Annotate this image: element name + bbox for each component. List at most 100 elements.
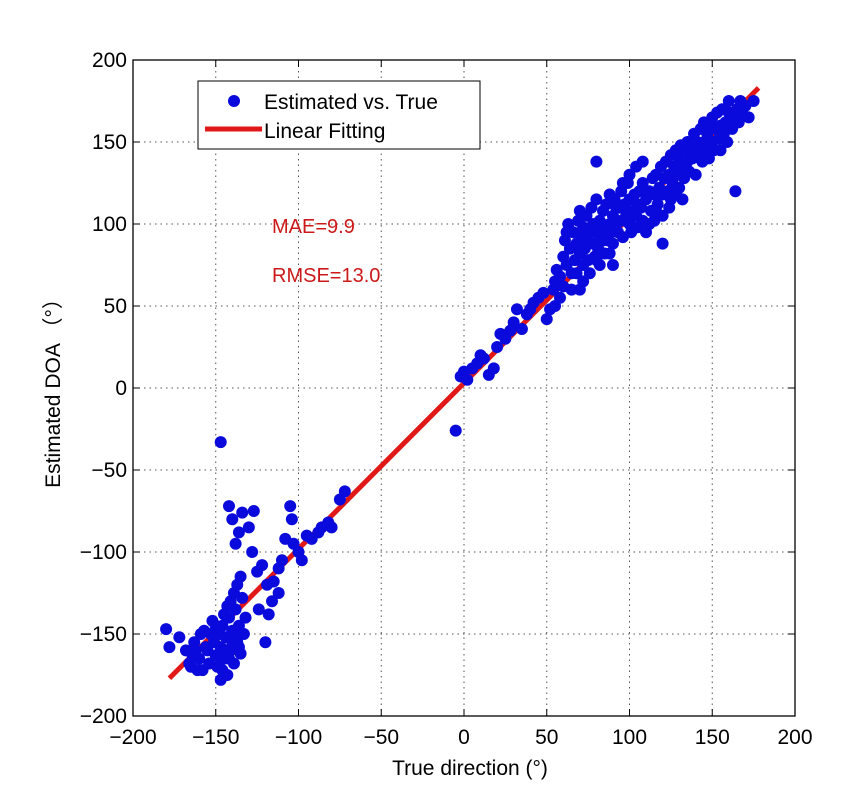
- scatter-point: [204, 628, 217, 640]
- scatter-point: [163, 641, 176, 654]
- scatter-point: [656, 237, 669, 250]
- x-tick-label: 150: [695, 726, 730, 749]
- scatter-point: [236, 506, 249, 519]
- scatter-point: [663, 201, 676, 214]
- y-tick-label: −150: [80, 623, 127, 646]
- scatter-point: [721, 136, 734, 148]
- scatter-point: [183, 657, 196, 670]
- y-tick-label: 100: [92, 213, 127, 236]
- scatter-point: [689, 168, 702, 181]
- scatter-point: [272, 587, 285, 599]
- scatter-point: [295, 554, 308, 567]
- scatter-point: [623, 168, 636, 181]
- scatter-point: [226, 513, 239, 526]
- scatter-point: [676, 193, 689, 206]
- scatter-point: [222, 500, 235, 513]
- scatter-point: [722, 95, 735, 107]
- y-tick-label: −200: [80, 705, 127, 728]
- x-tick-label: −200: [109, 726, 156, 749]
- y-axis-label: Estimated DOA （°）: [42, 288, 65, 488]
- scatter-point: [262, 608, 275, 621]
- scatter-point: [232, 641, 245, 654]
- scatter-point: [570, 267, 583, 280]
- scatter-point: [229, 537, 242, 550]
- scatter-points-layer: [160, 95, 760, 686]
- scatter-point: [232, 526, 245, 539]
- x-tick-label: −100: [275, 726, 322, 749]
- scatter-point: [510, 303, 523, 316]
- legend-marker-scatter: [228, 95, 240, 107]
- scatter-point: [732, 116, 745, 129]
- annotation-mae: MAE=9.9: [272, 216, 355, 238]
- scatter-point: [540, 313, 553, 326]
- x-axis-label: True direction (°): [392, 757, 548, 780]
- legend-box: [197, 80, 481, 150]
- x-tick-label: 50: [535, 726, 558, 749]
- legend: Estimated vs. True Linear Fitting: [197, 80, 481, 150]
- scatter-point: [242, 521, 255, 534]
- scatter-point: [218, 608, 231, 621]
- scatter-point: [285, 513, 298, 526]
- scatter-point: [252, 603, 265, 616]
- scatter-point: [606, 259, 619, 271]
- x-tick-label: 200: [777, 726, 812, 749]
- scatter-point: [577, 275, 590, 288]
- scatter-point: [477, 352, 490, 365]
- scatter-point: [590, 193, 603, 206]
- x-tick-label: 100: [612, 726, 647, 749]
- scatter-point: [247, 505, 260, 517]
- scatter-point: [636, 155, 649, 168]
- y-tick-label: 200: [92, 49, 127, 72]
- scatter-point: [216, 664, 229, 677]
- scatter-point: [222, 652, 235, 665]
- y-tick-label: −100: [80, 541, 127, 564]
- scatter-point: [461, 373, 474, 386]
- scatter-point: [261, 578, 274, 591]
- legend-label-fit: Linear Fitting: [264, 120, 385, 143]
- scatter-point: [537, 286, 550, 299]
- scatter-point: [325, 521, 338, 534]
- scatter-point: [590, 254, 603, 267]
- scatter-point: [449, 424, 462, 437]
- scatter-point: [643, 218, 656, 230]
- scatter-point: [714, 144, 727, 157]
- scatter-point: [583, 267, 596, 280]
- scatter-point: [597, 234, 610, 247]
- scatter-point: [194, 628, 207, 640]
- y-tick-label: 0: [115, 377, 127, 400]
- scatter-point: [246, 546, 259, 558]
- axis-ticks: −200 −150 −100 −50 0 50 100 150 200 −200 −150 −100 −…: [80, 49, 813, 749]
- scatter-point: [234, 570, 247, 583]
- scatter-point: [259, 636, 272, 649]
- scatter-point: [606, 237, 619, 250]
- scatter-point: [549, 300, 562, 312]
- scatter-point: [560, 226, 573, 239]
- scatter-point: [636, 177, 649, 189]
- scatter-point: [487, 362, 500, 375]
- scatter-point: [214, 436, 227, 449]
- scatter-point: [603, 247, 616, 260]
- x-tick-label: −150: [192, 726, 239, 749]
- scatter-point: [747, 95, 760, 107]
- annotation-rmse: RMSE=13.0: [272, 265, 380, 287]
- scatter-point: [173, 631, 186, 644]
- legend-label-scatter: Estimated vs. True: [264, 91, 438, 114]
- scatter-point: [565, 283, 578, 296]
- scatter-point: [610, 201, 623, 214]
- scatter-point: [266, 595, 279, 608]
- scatter-point: [256, 559, 269, 572]
- scatter-point: [199, 641, 212, 654]
- scatter-point: [573, 204, 586, 217]
- y-tick-label: 50: [104, 295, 127, 318]
- scatter-point: [284, 500, 297, 513]
- scatter-point: [237, 628, 250, 640]
- scatter-point: [742, 111, 755, 124]
- scatter-point: [590, 155, 603, 168]
- scatter-point: [239, 611, 252, 624]
- scatter-point: [224, 595, 237, 608]
- scatter-point: [491, 341, 504, 353]
- x-tick-label: 0: [458, 726, 470, 749]
- scatter-point: [616, 177, 629, 189]
